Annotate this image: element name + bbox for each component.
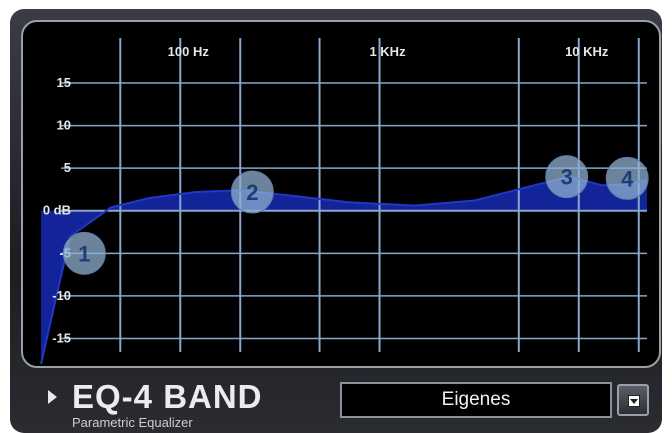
band-handle-4[interactable] [605, 156, 649, 200]
eq-curve-fill [41, 176, 647, 364]
db-tick-label: 0 dB [43, 203, 71, 218]
frequency-tick-label: 1 KHz [369, 44, 406, 59]
preset-value: Eigenes [441, 389, 511, 410]
expand-arrow-icon[interactable] [48, 390, 57, 404]
band-handle-3[interactable] [545, 155, 589, 199]
band-handle-2[interactable] [230, 170, 274, 214]
frequency-tick-label: 100 Hz [168, 44, 210, 59]
band-handle-1[interactable] [62, 231, 106, 275]
db-tick-label: 5 [64, 160, 71, 175]
band-handle-label: 4 [621, 166, 634, 191]
band-handle-label: 3 [561, 165, 573, 190]
preset-dropdown-button[interactable] [617, 384, 649, 416]
db-tick-label: -10 [52, 288, 71, 303]
db-tick-label: 15 [57, 75, 71, 90]
band-handle-label: 2 [246, 180, 258, 205]
db-tick-label: 10 [57, 118, 71, 133]
db-tick-label: -15 [52, 330, 71, 345]
preset-select[interactable]: Eigenes [340, 382, 612, 418]
frequency-tick-label: 10 KHz [565, 44, 609, 59]
plugin-title: EQ-4 BAND [72, 378, 263, 415]
plugin-subtitle: Parametric Equalizer [72, 415, 193, 430]
eq-curve-line [40, 175, 648, 365]
chevron-down-icon [628, 395, 640, 407]
band-handle-label: 1 [78, 241, 90, 266]
plugin-footer: EQ-4 BAND Parametric Equalizer Eigenes [10, 372, 662, 433]
